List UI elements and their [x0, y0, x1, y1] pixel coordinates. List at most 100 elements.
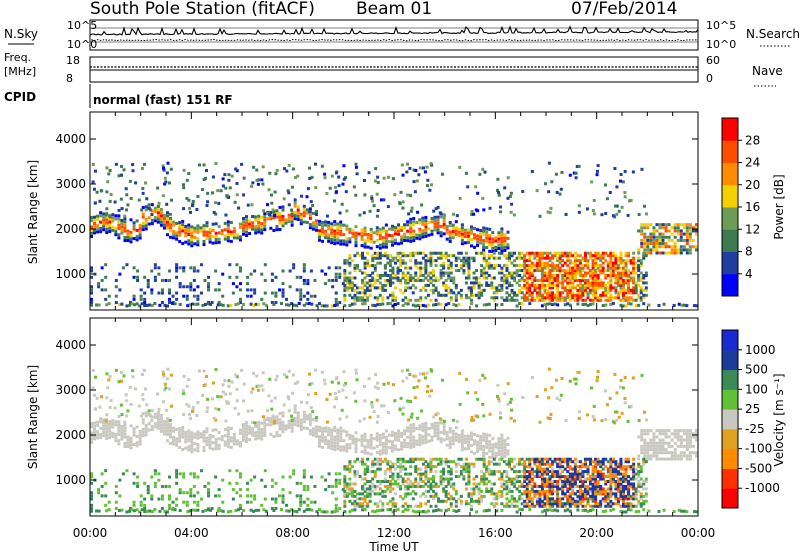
- scatter-cell: [207, 275, 211, 279]
- scatter-cell: [437, 278, 441, 282]
- scatter-cell: [354, 225, 358, 229]
- scatter-cell: [500, 296, 504, 300]
- scatter-cell: [688, 438, 692, 442]
- scatter-cell: [518, 269, 522, 273]
- scatter-cell: [114, 285, 118, 289]
- scatter-cell: [548, 302, 552, 306]
- scatter-cell: [591, 271, 595, 275]
- scatter-cell: [594, 281, 598, 285]
- scatter-cell: [253, 269, 257, 273]
- scatter-cell: [494, 445, 498, 449]
- scatter-cell: [191, 199, 195, 203]
- scatter-cell: [609, 256, 613, 260]
- scatter-cell: [102, 427, 106, 431]
- scatter-cell: [649, 238, 653, 242]
- scatter-cell: [643, 438, 647, 442]
- scatter-cell: [505, 296, 509, 300]
- scatter-cell: [640, 448, 644, 452]
- scatter-cell: [327, 439, 331, 443]
- scatter-cell: [421, 286, 425, 290]
- scatter-cell: [649, 429, 653, 433]
- scatter-cell: [417, 379, 421, 383]
- scatter-cell: [624, 269, 628, 273]
- scatter-cell: [460, 235, 464, 239]
- scatter-cell: [263, 418, 267, 422]
- scatter-cell: [639, 298, 643, 302]
- scatter-cell: [556, 278, 560, 282]
- scatter-cell: [523, 492, 527, 496]
- scatter-cell: [345, 237, 349, 241]
- scatter-cell: [107, 378, 111, 382]
- scatter-cell: [451, 229, 455, 233]
- scatter-cell: [249, 294, 253, 298]
- scatter-cell: [642, 274, 646, 277]
- scatter-cell: [108, 436, 112, 440]
- scatter-cell: [411, 251, 415, 255]
- scatter-cell: [182, 374, 186, 378]
- scatter-cell: [631, 376, 635, 380]
- scatter-cell: [454, 432, 458, 436]
- scatter-cell: [432, 259, 435, 263]
- scatter-cell: [556, 264, 560, 268]
- scatter-cell: [363, 298, 367, 302]
- scatter-cell: [530, 489, 534, 493]
- scatter-cell: [165, 408, 169, 412]
- scatter-cell: [144, 414, 148, 418]
- scatter-cell: [105, 166, 109, 170]
- scatter-cell: [196, 227, 200, 231]
- scatter-cell: [470, 504, 473, 508]
- scatter-cell: [520, 482, 524, 486]
- scatter-cell: [93, 201, 97, 205]
- scatter-cell: [338, 417, 342, 421]
- scatter-cell: [609, 269, 613, 273]
- scatter-cell: [615, 410, 619, 414]
- scatter-cell: [386, 278, 390, 282]
- scatter-cell: [429, 460, 433, 464]
- scatter-cell: [414, 504, 418, 508]
- scatter-cell: [378, 440, 382, 444]
- scatter-cell: [548, 497, 552, 501]
- scatter-cell: [281, 208, 285, 212]
- scatter-cell: [394, 256, 397, 260]
- scatter-cell: [490, 276, 494, 280]
- scatter-cell: [327, 278, 331, 282]
- scatter-cell: [421, 428, 425, 432]
- scatter-cell: [473, 432, 477, 436]
- scatter-cell: [238, 431, 242, 435]
- scatter-cell: [425, 165, 429, 169]
- scatter-cell: [442, 293, 446, 297]
- scatter-cell: [255, 168, 259, 172]
- scatter-cell: [321, 445, 325, 449]
- scatter-cell: [153, 216, 157, 220]
- scatter-cell: [272, 416, 276, 420]
- scatter-cell: [330, 444, 334, 448]
- scatter-cell: [399, 269, 403, 273]
- scatter-cell: [576, 254, 580, 258]
- scatter-cell: [399, 261, 403, 265]
- scatter-cell: [251, 427, 255, 431]
- scatter-cell: [226, 432, 230, 436]
- scatter-cell: [295, 304, 299, 308]
- scatter-cell: [419, 261, 423, 265]
- scatter-cell: [388, 465, 392, 469]
- scatter-cell: [267, 394, 271, 398]
- scatter-cell: [242, 426, 245, 430]
- scatter-cell: [611, 254, 615, 258]
- scatter-cell: [397, 226, 401, 230]
- scatter-cell: [451, 223, 455, 227]
- scatter-cell: [558, 293, 562, 297]
- scatter-cell: [540, 256, 544, 260]
- scatter-cell: [178, 282, 182, 286]
- scatter-cell: [278, 218, 282, 222]
- scatter-cell: [254, 424, 258, 428]
- scatter-cell: [637, 256, 641, 260]
- scatter-cell: [414, 261, 418, 265]
- scatter-cell: [396, 302, 400, 306]
- scatter-cell: [646, 454, 650, 458]
- scatter-cell: [424, 440, 428, 444]
- scatter-cell: [568, 379, 572, 383]
- scatter-cell: [568, 288, 572, 292]
- scatter-cell: [655, 429, 659, 433]
- scatter-cell: [500, 492, 504, 496]
- scatter-cell: [348, 230, 352, 234]
